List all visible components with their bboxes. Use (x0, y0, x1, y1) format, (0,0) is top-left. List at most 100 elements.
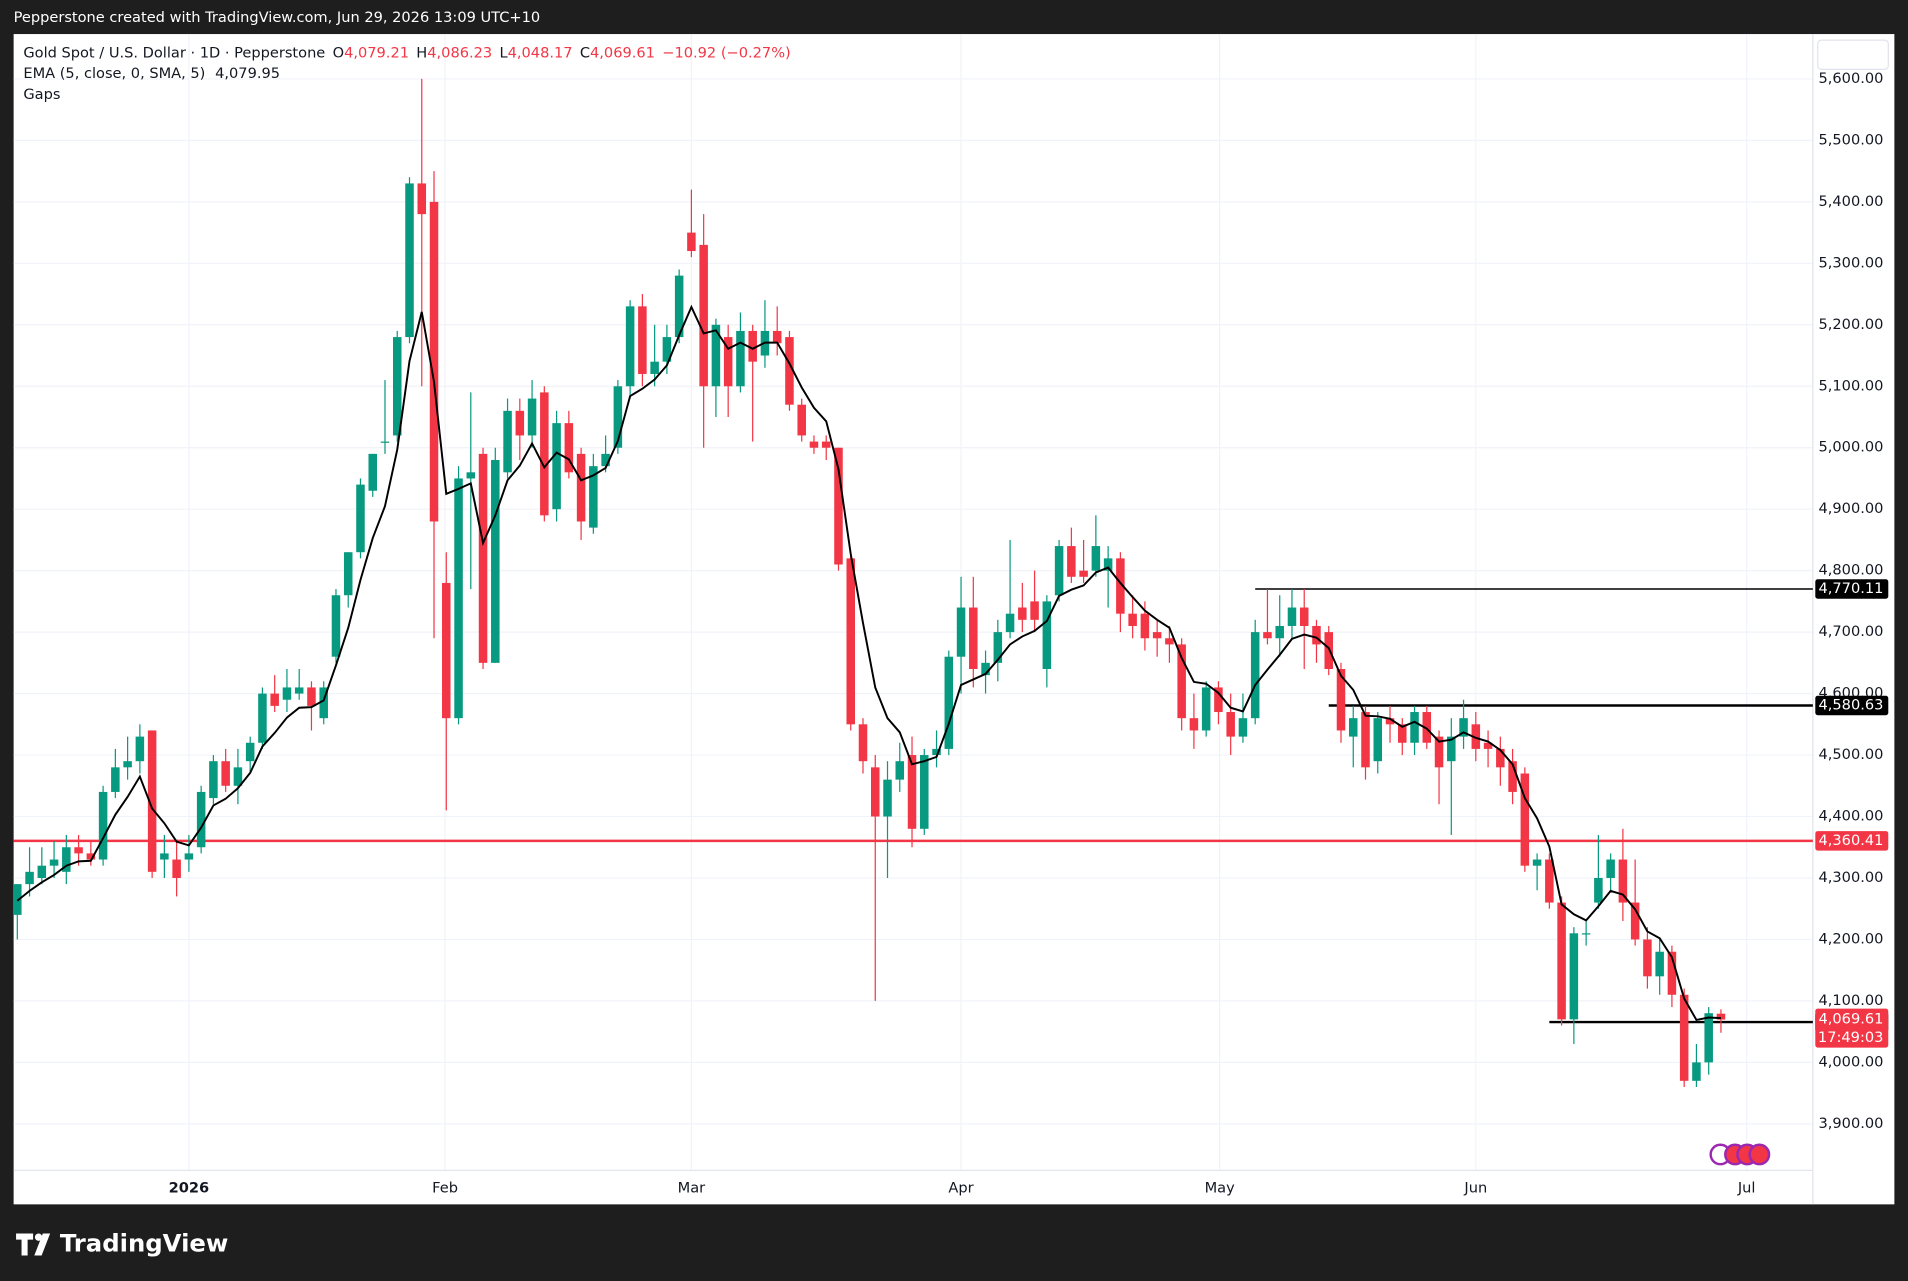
y-tick-label: 4,400.00 (1819, 808, 1884, 825)
candle-body (1214, 687, 1223, 713)
candle-body (748, 330, 757, 362)
candle-body (1483, 742, 1493, 749)
candle-body (98, 791, 108, 860)
countdown: 17:49:03 (1818, 1029, 1883, 1046)
candle-body (491, 460, 500, 663)
candle-body (1152, 632, 1162, 639)
candle-body (699, 244, 708, 387)
y-tick-label: 4,100.00 (1819, 992, 1884, 1009)
candle-body (650, 361, 659, 374)
candle-body (25, 871, 34, 885)
candle-body (405, 183, 414, 338)
candle-body (1103, 558, 1113, 571)
candle-body (343, 552, 353, 596)
candle-body (417, 183, 427, 215)
candle-body (196, 791, 206, 848)
candle-body (1128, 613, 1137, 626)
candle-body (540, 392, 549, 516)
event-icons (1709, 1143, 1771, 1166)
level-tag (1815, 831, 1889, 851)
y-tick-label: 5,000.00 (1819, 439, 1884, 456)
candle-body (1447, 736, 1456, 762)
candle-body (711, 324, 721, 387)
candle-body (368, 453, 377, 491)
candle-body (1201, 687, 1211, 731)
candle-body (37, 865, 47, 878)
chart-area (13, 34, 1895, 1205)
currency-box[interactable] (1817, 39, 1889, 70)
candle-body (478, 453, 488, 663)
candle-body (356, 484, 365, 553)
candle-body (527, 398, 537, 436)
x-tick-label: 2026 (169, 1180, 210, 1197)
candle-body (613, 386, 623, 448)
candle-body (1067, 546, 1076, 577)
candle-body (442, 582, 451, 719)
brand-logo (16, 1233, 51, 1256)
candle-body (687, 232, 696, 252)
candle-body (601, 453, 610, 467)
x-tick-label: Feb (432, 1180, 458, 1197)
candle-body (1275, 625, 1284, 639)
candle-body (1091, 546, 1101, 571)
ohlc-key: H (416, 45, 427, 62)
candle-body (1324, 632, 1333, 669)
last-price-label: 4,069.61 (1819, 1011, 1884, 1028)
candle-body (307, 687, 316, 706)
candle-body (1667, 951, 1677, 995)
candle-body (1336, 668, 1346, 731)
candle-body (1165, 638, 1174, 645)
candle-body (392, 337, 402, 436)
candle-body (834, 447, 843, 565)
candle-body (1373, 718, 1383, 762)
candle-body (1238, 718, 1248, 737)
candle-body (932, 748, 941, 756)
level-tag (1815, 579, 1889, 599)
candle-body (1434, 736, 1444, 768)
candle-body (1054, 546, 1064, 596)
candle-body (1655, 951, 1664, 977)
candle-body (515, 410, 525, 436)
candle-body (625, 306, 635, 387)
candle-body (466, 472, 476, 479)
x-tick-label: Apr (948, 1180, 973, 1197)
candle-body (245, 742, 255, 762)
ohlc-key: O (333, 45, 344, 62)
indicator-value: 4,079.95 (215, 65, 280, 82)
candle-body (1422, 712, 1432, 743)
candle-body (1716, 1013, 1726, 1020)
candle-body (270, 693, 279, 706)
change: −10.92 (−0.27%) (662, 45, 790, 62)
candle-body (1569, 933, 1579, 1020)
y-tick-label: 5,600.00 (1819, 70, 1884, 87)
last-price-tag (1815, 1008, 1889, 1048)
candle-body (1496, 748, 1505, 768)
indicator-legend: EMA (5, close, 0, SMA, 5) 4,079.95 (23, 65, 280, 82)
ema-line (16, 304, 1721, 1022)
candle-body (674, 275, 684, 338)
candle-body (221, 761, 230, 786)
level-tag-label: 4,770.11 (1819, 580, 1884, 597)
candle-body (1348, 718, 1358, 737)
ohlc-key: L (499, 45, 508, 62)
candle-body (944, 656, 954, 749)
candle-body (638, 306, 647, 374)
candle-body (331, 595, 341, 657)
candle-body (1398, 724, 1407, 743)
candle-body (184, 853, 194, 860)
indicator-name: EMA (5, close, 0, SMA, 5) (23, 65, 205, 82)
candle-body (785, 337, 794, 405)
candle-body (1471, 724, 1481, 749)
candle-body (1312, 625, 1321, 645)
candle-body (1177, 644, 1186, 719)
y-tick-label: 5,500.00 (1819, 131, 1884, 148)
candle-body (797, 404, 806, 436)
candle-body (920, 755, 929, 829)
x-tick-label: May (1205, 1180, 1236, 1197)
x-tick-label: Jun (1463, 1180, 1487, 1197)
ohlc-value: 4,048.17 (508, 45, 573, 62)
candle-body (589, 466, 598, 528)
candle-body (1030, 601, 1039, 620)
level-tag-label: 4,580.63 (1819, 696, 1884, 713)
